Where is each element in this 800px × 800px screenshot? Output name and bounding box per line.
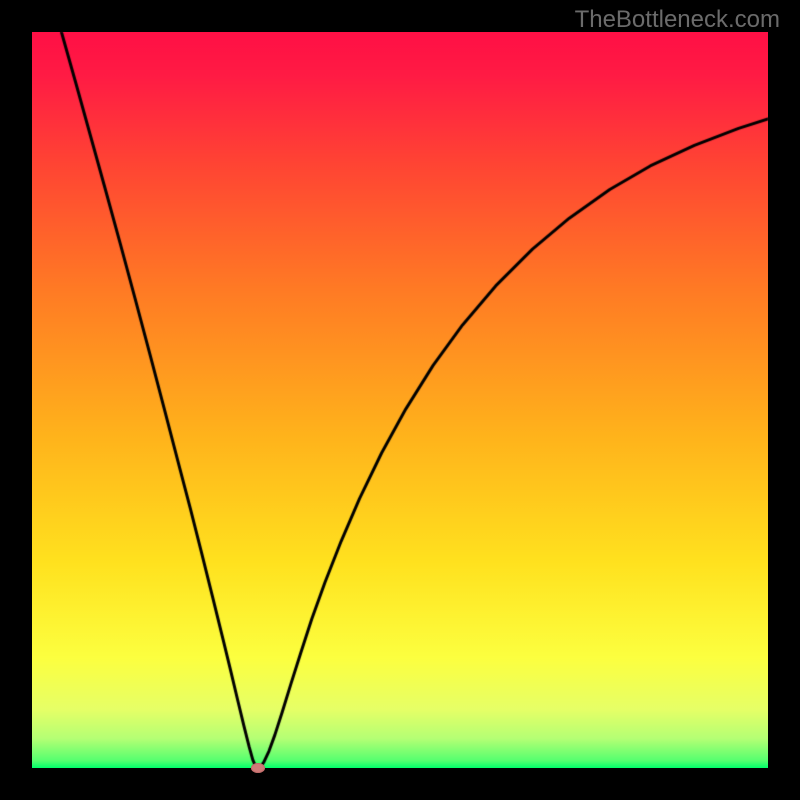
minimum-marker: [251, 763, 265, 773]
curve-layer: [0, 0, 800, 800]
chart-container: TheBottleneck.com: [0, 0, 800, 800]
watermark-label: TheBottleneck.com: [575, 6, 780, 34]
